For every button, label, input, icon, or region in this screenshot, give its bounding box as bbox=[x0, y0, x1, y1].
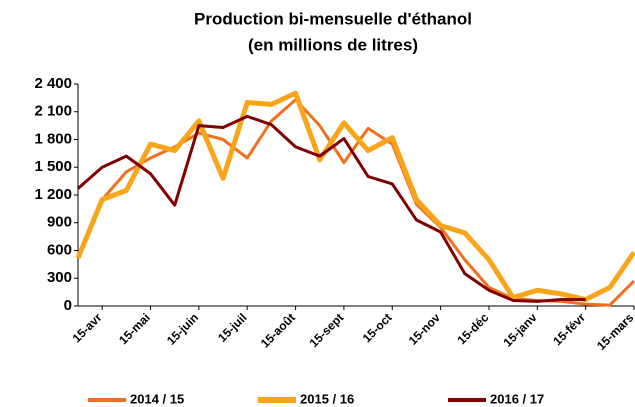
chart-subtitle: (en millions de litres) bbox=[248, 35, 418, 54]
series-line bbox=[75, 90, 635, 303]
x-tick-label: 15-juin bbox=[164, 310, 201, 347]
y-tick-label: 0 bbox=[64, 297, 72, 314]
legend-label: 2015 / 16 bbox=[300, 391, 354, 406]
y-tick-label: 1 500 bbox=[34, 158, 72, 175]
x-tick-label: 15-août bbox=[258, 310, 298, 350]
y-tick-label: 300 bbox=[47, 269, 72, 286]
x-tick-label: 15-avr bbox=[70, 310, 105, 345]
legend-label: 2014 / 15 bbox=[130, 391, 184, 406]
x-tick-label: 15-févr bbox=[550, 310, 588, 348]
y-tick-label: 900 bbox=[47, 214, 72, 231]
x-tick-label: 15-janv bbox=[501, 310, 540, 349]
y-tick-label: 2 100 bbox=[34, 103, 72, 120]
y-tick-label: 1 200 bbox=[34, 186, 72, 203]
y-tick-label: 1 800 bbox=[34, 130, 72, 147]
x-tick-label: 15-oct bbox=[360, 310, 395, 345]
y-tick-label: 600 bbox=[47, 241, 72, 258]
x-tick-label: 15-sept bbox=[307, 310, 347, 350]
legend-label: 2016 / 17 bbox=[490, 391, 544, 406]
x-tick-label: 15-mars bbox=[594, 310, 635, 353]
x-tick-label: 15-mai bbox=[116, 310, 153, 347]
series-line bbox=[77, 114, 586, 303]
y-tick-label: 2 400 bbox=[34, 75, 72, 92]
x-tick-label: 15-nov bbox=[406, 310, 443, 347]
series-line bbox=[76, 98, 635, 307]
chart-title: Production bi-mensuelle d'éthanol bbox=[194, 9, 472, 28]
x-tick-label: 15-juil bbox=[215, 310, 249, 344]
x-tick-label: 15-déc bbox=[455, 310, 492, 347]
